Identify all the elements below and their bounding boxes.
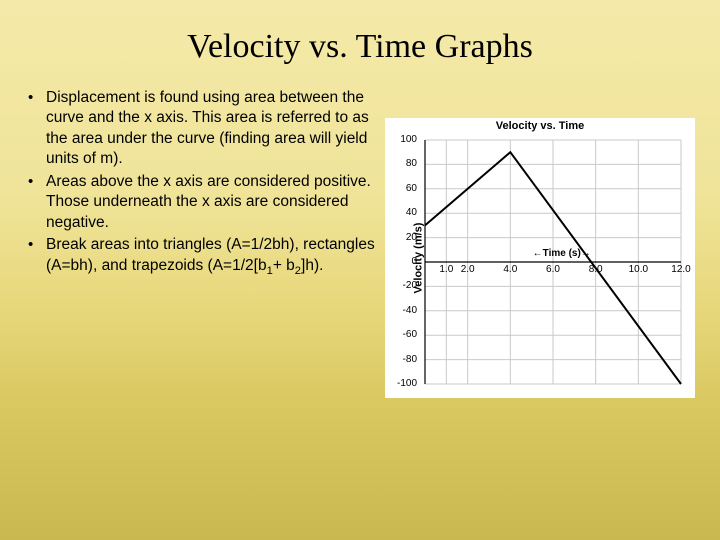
bullet-item: Areas above the x axis are considered po… xyxy=(24,172,376,233)
chart-ytick: 60 xyxy=(393,183,417,194)
page-title: Velocity vs. Time Graphs xyxy=(0,0,720,66)
chart-ytick: -60 xyxy=(393,329,417,340)
text-column: Displacement is found using area between… xyxy=(24,88,384,398)
bullet-list: Displacement is found using area between… xyxy=(24,88,376,278)
chart-ytick: 20 xyxy=(393,232,417,243)
chart-xtick: 4.0 xyxy=(498,264,522,275)
content-row: Displacement is found using area between… xyxy=(0,66,720,398)
bullet-item: Displacement is found using area between… xyxy=(24,88,376,170)
chart-ytick: -20 xyxy=(393,280,417,291)
chart-ytick: 100 xyxy=(393,134,417,145)
chart-ytick: -80 xyxy=(393,354,417,365)
chart-ytick: 80 xyxy=(393,158,417,169)
bullet-item: Break areas into triangles (A=1/2bh), re… xyxy=(24,235,376,278)
chart-ytick: -100 xyxy=(393,378,417,389)
chart-ytick: 40 xyxy=(393,207,417,218)
chart-ytick: 0 xyxy=(393,256,417,267)
chart-xlabel: ←Time (s)→ xyxy=(533,248,591,259)
chart-ytick: -40 xyxy=(393,305,417,316)
chart-title: Velocity vs. Time xyxy=(385,120,695,132)
chart-xtick: 8.0 xyxy=(584,264,608,275)
chart-xtick: 6.0 xyxy=(541,264,565,275)
chart-xtick: 12.0 xyxy=(669,264,693,275)
chart-column: Velocity vs. Time Velocity (m/s) -100-80… xyxy=(384,88,696,398)
chart-xtick: 10.0 xyxy=(626,264,650,275)
chart-xtick: 2.0 xyxy=(456,264,480,275)
velocity-time-chart: Velocity vs. Time Velocity (m/s) -100-80… xyxy=(385,118,695,398)
chart-plot-area xyxy=(419,134,687,390)
